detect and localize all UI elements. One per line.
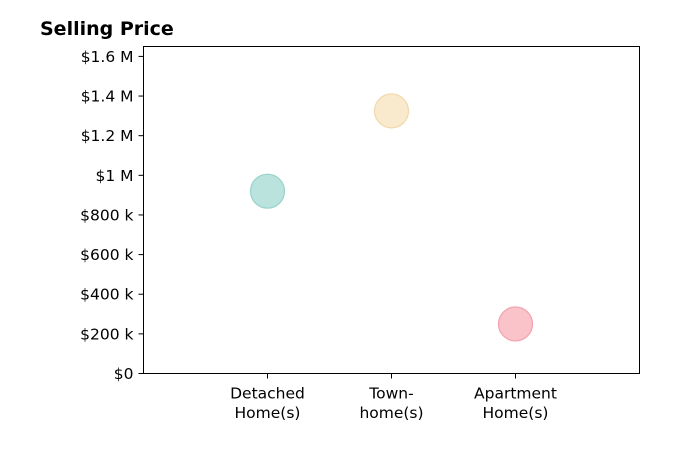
- x-tick-label: Detached: [230, 385, 305, 403]
- x-tick-label: Home(s): [483, 404, 549, 422]
- data-point: [373, 93, 410, 129]
- plot-frame: [143, 46, 640, 374]
- y-tick-label: $1 M: [95, 167, 133, 185]
- y-tick-label: $0: [114, 365, 134, 383]
- x-tick-label: Apartment: [474, 385, 557, 403]
- x-tick-label: Home(s): [235, 404, 301, 422]
- x-axis: DetachedHome(s)Town-home(s)ApartmentHome…: [230, 373, 557, 422]
- y-axis: $0 $200 k $400 k $600 k $800 k $1 M $1.2 M $1.4…: [80, 48, 144, 383]
- data-point: [497, 306, 534, 342]
- chart-title: Selling Price: [40, 18, 174, 40]
- y-tick-label: $1.6 M: [81, 48, 134, 66]
- x-tick-label: home(s): [359, 404, 423, 422]
- y-tick-label: $1.4 M: [81, 88, 134, 106]
- data-points: [249, 93, 534, 342]
- y-tick-label: $600 k: [80, 246, 133, 264]
- y-tick-label: $1.2 M: [81, 127, 134, 145]
- y-tick-label: $400 k: [80, 286, 133, 304]
- y-tick-label: $200 k: [80, 325, 133, 343]
- y-tick-label: $800 k: [80, 206, 133, 224]
- data-point: [249, 173, 286, 209]
- x-tick-label: Town-: [368, 385, 413, 403]
